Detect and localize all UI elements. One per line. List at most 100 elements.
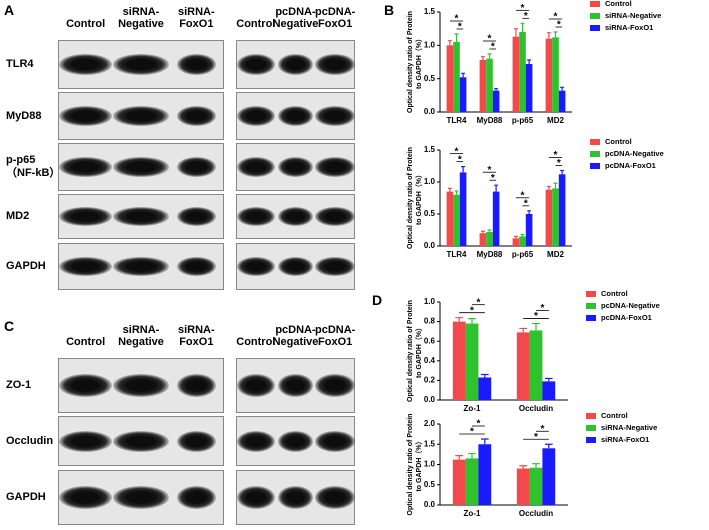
y-tick-label: 0.0: [424, 107, 436, 116]
significance-label: *: [557, 158, 561, 169]
significance-label: *: [521, 190, 525, 201]
error-bar: [447, 187, 452, 192]
significance-label: *: [476, 419, 480, 430]
x-tick-label: MyD88: [477, 116, 503, 125]
significance-label: *: [455, 14, 459, 25]
error-bar: [527, 59, 532, 64]
blot-band: [277, 54, 314, 75]
legend-label: siRNA-FoxO1: [601, 435, 649, 444]
lane-label: Control: [66, 336, 106, 348]
significance-label: *: [557, 20, 561, 31]
x-tick-label: Occludin: [519, 404, 553, 413]
legend-label: pcDNA-FoxO1: [605, 161, 656, 170]
legend-swatch: [586, 413, 596, 419]
blot-band: [113, 430, 169, 452]
y-tick-label: 0.4: [424, 356, 436, 365]
bar: [479, 60, 487, 112]
significance-label: *: [534, 311, 538, 322]
bar: [486, 58, 493, 112]
significance-label: *: [491, 173, 495, 184]
legend-swatch: [590, 163, 600, 169]
error-bar: [553, 31, 558, 38]
y-tick-label: 0.2: [424, 376, 436, 385]
legend-label: Control: [605, 137, 632, 146]
bar: [545, 189, 553, 246]
legend-swatch: [590, 25, 600, 31]
y-axis-label: Optical density ratio of Protein: [407, 300, 414, 402]
x-tick-label: p-p65: [512, 250, 534, 259]
blot-band: [176, 156, 217, 178]
panel-label: B: [384, 2, 395, 18]
row-label: Occludin: [6, 434, 54, 447]
y-tick-label: 1.0: [424, 460, 436, 469]
error-bar: [553, 182, 558, 189]
legend-label: pcDNA-FoxO1: [601, 313, 652, 322]
legend-swatch: [590, 1, 600, 7]
error-bar: [513, 235, 518, 239]
blot-band: [176, 430, 217, 452]
y-tick-label: 1.0: [424, 40, 436, 49]
error-bar: [468, 452, 476, 459]
error-bar: [461, 166, 466, 173]
bar: [492, 191, 500, 246]
bar: [446, 191, 454, 246]
error-bar: [454, 190, 459, 195]
blot-band: [236, 54, 275, 75]
bar: [525, 64, 533, 112]
blot-band: [113, 105, 169, 127]
error-bar: [513, 28, 518, 37]
y-axis-label: Optical density ratio of Protein: [407, 11, 414, 113]
lane-label: pcDNA- FoxO1: [314, 6, 356, 30]
bar: [545, 38, 553, 112]
y-tick-label: 1.0: [424, 177, 436, 186]
bar: [492, 90, 500, 112]
y-tick-label: 0.6: [424, 336, 436, 345]
x-tick-label: Zo-1: [464, 509, 481, 518]
blot-band: [59, 430, 112, 452]
significance-label: *: [458, 154, 462, 165]
y-tick-label: 0.5: [424, 480, 436, 489]
legend-swatch: [586, 425, 596, 431]
y-tick-label: 0.0: [424, 241, 436, 250]
blot-band: [315, 485, 355, 510]
y-tick-label: 2.0: [424, 419, 436, 428]
error-bar: [487, 53, 492, 59]
legend-label: Control: [601, 289, 628, 298]
error-bar: [544, 377, 553, 382]
lane-label: siRNA- Negative: [118, 324, 164, 348]
bar: [459, 77, 467, 112]
x-tick-label: Zo-1: [464, 404, 481, 413]
bar: [465, 323, 479, 400]
error-bar: [461, 72, 466, 78]
blot-band: [315, 430, 355, 452]
error-bar: [468, 318, 476, 324]
y-axis-label: to GAPDH（%）: [415, 437, 423, 491]
y-tick-label: 1.0: [424, 297, 436, 306]
bar: [465, 458, 479, 505]
row-label: MyD88: [6, 109, 42, 122]
significance-label: *: [470, 427, 474, 438]
blot-band: [315, 54, 355, 75]
legend-swatch: [586, 315, 596, 321]
legend-swatch: [590, 139, 600, 145]
error-bar: [527, 210, 532, 214]
significance-label: *: [491, 42, 495, 53]
lane-label: siRNA- FoxO1: [177, 6, 215, 30]
blot-band: [59, 207, 112, 226]
blot-band: [113, 207, 169, 226]
y-tick-label: 1.5: [424, 145, 436, 154]
significance-label: *: [470, 305, 474, 316]
blot-band: [236, 485, 275, 510]
y-tick-label: 0.5: [424, 209, 436, 218]
y-axis-label: to GAPDH（%）: [415, 324, 423, 378]
blot-band: [176, 256, 217, 277]
significance-label: *: [540, 424, 544, 435]
y-tick-label: 1.5: [424, 7, 436, 16]
error-bar: [519, 327, 528, 333]
row-label: GAPDH: [6, 260, 46, 272]
bar: [478, 377, 492, 400]
legend-swatch: [590, 13, 600, 19]
x-tick-label: MD2: [547, 116, 564, 125]
